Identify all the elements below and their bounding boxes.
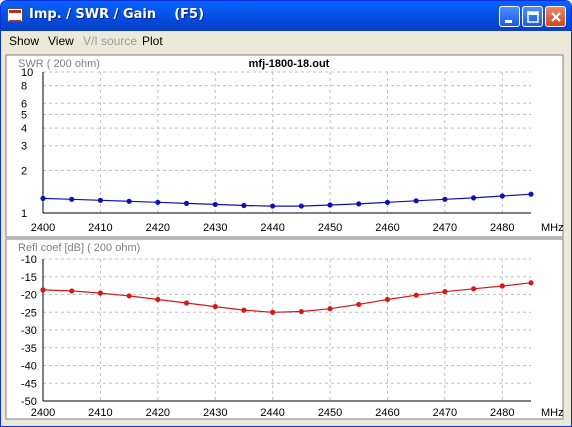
swr-data-point [97, 197, 104, 203]
swr-x-tick-label: 2470 [433, 222, 457, 234]
swr-x-tick-label: 2480 [490, 222, 514, 234]
refl-data-point [528, 280, 534, 286]
window-bottom-edge [1, 423, 571, 426]
swr-data-point [155, 199, 161, 205]
refl-x-tick-label: 2420 [146, 407, 170, 419]
swr-data-point [356, 201, 362, 207]
refl-x-tick-label: 2450 [318, 407, 342, 419]
swr-data-point [40, 195, 46, 201]
swr-chart-title: mfj-1800-18.out [249, 58, 330, 70]
swr-data-point [126, 198, 132, 204]
refl-data-point [356, 301, 362, 308]
swr-data-point [327, 202, 333, 208]
swr-x-unit-label: MHz [541, 222, 564, 234]
refl-x-tick-label: 2470 [433, 407, 457, 419]
close-icon [551, 12, 561, 22]
menu-show[interactable]: Show [9, 34, 40, 48]
swr-data-point [442, 196, 448, 202]
refl-data-point [270, 309, 276, 315]
minimize-icon [505, 20, 512, 23]
refl-data-point [155, 296, 161, 303]
refl-data-point [212, 303, 218, 310]
menu-view[interactable]: View [48, 34, 74, 48]
refl-data-point [413, 292, 419, 298]
swr-data-point [470, 195, 477, 201]
menu-bar: Show View V/I source Plot [3, 31, 569, 51]
swr-data-point [241, 202, 247, 209]
refl-x-tick-label: 2400 [31, 407, 55, 419]
swr-data-point [413, 198, 419, 204]
swr-data-point [69, 196, 75, 202]
title-bar[interactable]: Imp. / SWR / Gain (F5) [1, 1, 571, 31]
refl-series-line [42, 282, 532, 313]
refl-data-point [241, 307, 247, 313]
refl-y-tick-label: -40 [21, 361, 37, 373]
swr-x-tick-label: 2430 [203, 222, 227, 234]
refl-data-point [327, 306, 333, 312]
refl-data-point [384, 296, 391, 303]
swr-y-tick-label: 2 [21, 166, 27, 178]
swr-x-tick-label: 2400 [31, 222, 55, 234]
refl-x-tick-label: 2410 [88, 407, 112, 419]
refl-data-point [40, 287, 46, 293]
menu-vi-source: V/I source [83, 34, 138, 48]
maximize-icon [527, 11, 539, 23]
swr-y-axis-label: SWR ( 200 ohm) [18, 58, 100, 70]
app-icon [7, 8, 23, 22]
swr-y-tick-label: 4 [21, 123, 27, 135]
refl-data-point [499, 283, 505, 289]
window-title: Imp. / SWR / Gain (F5) [29, 7, 205, 22]
refl-data-point [97, 290, 104, 296]
close-button[interactable] [545, 6, 566, 27]
refl-x-tick-label: 2460 [375, 407, 399, 419]
swr-y-tick-label: 1 [21, 208, 27, 220]
refl-y-tick-label: -50 [21, 396, 37, 408]
refl-x-tick-label: 2430 [203, 407, 227, 419]
refl-y-tick-label: -45 [21, 378, 37, 390]
refl-data-point [470, 286, 477, 292]
refl-y-tick-label: -25 [21, 307, 37, 319]
swr-x-tick-label: 2420 [146, 222, 170, 234]
swr-data-point [298, 203, 304, 209]
swr-x-tick-label: 2440 [260, 222, 284, 234]
refl-panel [5, 238, 564, 420]
refl-data-point [126, 293, 132, 299]
charts-area: SWR ( 200 ohm) mfj-1800-18.out 10 8 65 4 3 2 1 24… [5, 54, 564, 420]
refl-x-tick-label: 2480 [490, 407, 514, 419]
swr-data-point [212, 201, 218, 208]
refl-data-point [442, 289, 448, 295]
refl-x-unit-label: MHz [541, 407, 564, 419]
refl-y-tick-label: -35 [21, 343, 37, 355]
refl-x-tick-label: 2440 [260, 407, 284, 419]
refl-y-tick-label: -30 [21, 325, 37, 337]
swr-y-tick-label: 5 [21, 109, 27, 121]
refl-y-axis-label: Refl coef [dB] ( 200 ohm) [18, 242, 140, 254]
swr-x-tick-label: 2460 [375, 222, 399, 234]
swr-series-line [42, 193, 532, 207]
swr-y-tick-label: 6 [21, 98, 27, 110]
refl-data-point [298, 308, 304, 315]
swr-y-tick-label: 8 [21, 81, 27, 93]
swr-x-tick-label: 2450 [318, 222, 342, 234]
swr-data-point [183, 200, 190, 206]
swr-y-tick-label: 10 [21, 67, 33, 79]
refl-y-tick-label: -10 [21, 254, 37, 266]
refl-y-tick-label: -15 [21, 272, 37, 284]
refl-data-point [69, 288, 75, 294]
swr-y-tick-label: 3 [21, 141, 27, 153]
maximize-button[interactable] [522, 6, 543, 27]
swr-x-tick-label: 2410 [88, 222, 112, 234]
swr-data-point [384, 199, 391, 205]
swr-data-point [499, 193, 505, 199]
menu-plot[interactable]: Plot [142, 34, 163, 48]
refl-data-point [183, 300, 190, 306]
refl-y-tick-label: -20 [21, 290, 37, 302]
swr-data-point [528, 191, 534, 197]
minimize-button[interactable] [499, 6, 520, 27]
swr-data-point [270, 203, 276, 209]
